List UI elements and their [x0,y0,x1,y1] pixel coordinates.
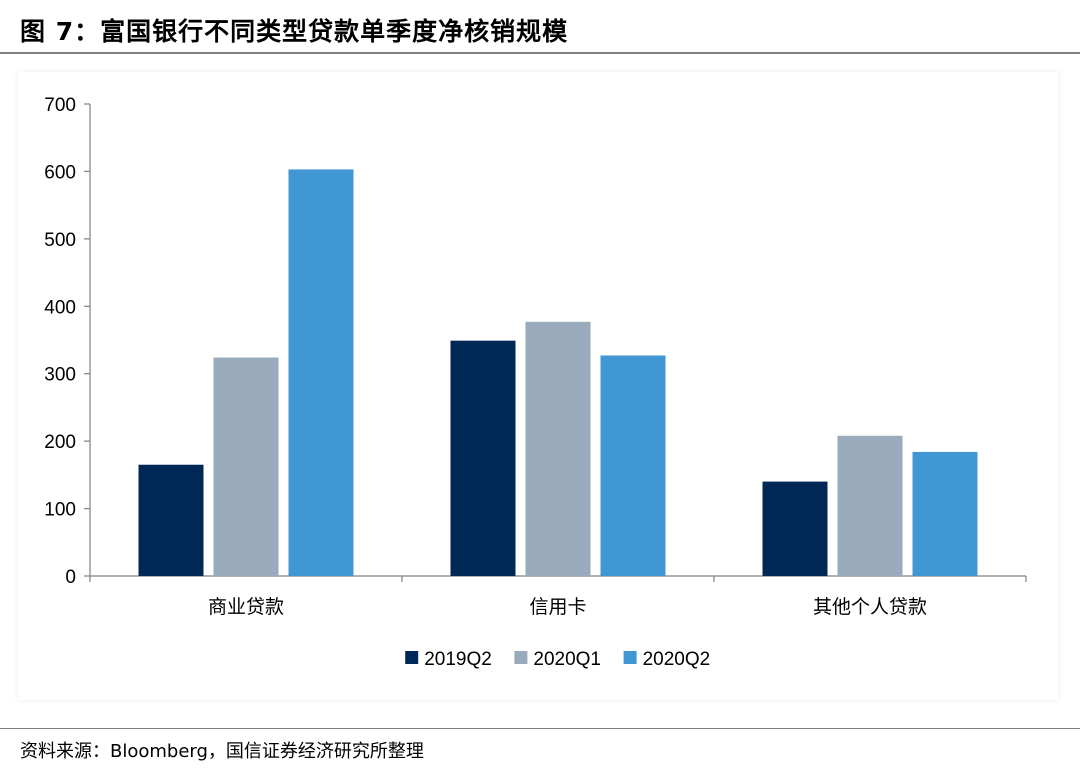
legend-label: 2019Q2 [424,649,492,670]
y-tick-label: 500 [44,230,76,251]
legend-label: 2020Q1 [533,649,601,670]
bar-chart: 0 100 200 300 400 500 600 700 商业贷款 信用卡 其他个人贷款 2019Q… [44,95,1027,670]
y-tick-label: 600 [44,162,76,183]
bar [837,435,903,576]
y-tick-label: 400 [44,297,76,318]
source-note: 资料来源：Bloomberg，国信证券经济研究所整理 [20,741,424,762]
y-tick-label: 100 [44,500,76,521]
y-tick-label: 300 [44,365,76,386]
x-tick-label: 信用卡 [529,596,586,618]
bar [762,481,828,576]
page-title: 图 7：富国银行不同类型贷款单季度净核销规模 [20,17,569,46]
legend-swatch [623,651,637,664]
bar [213,357,279,576]
y-tick-label: 200 [44,432,76,453]
bar [525,321,591,576]
x-tick-label: 其他个人贷款 [813,596,927,618]
legend-swatch [405,651,419,664]
bar [600,355,666,576]
bar [288,169,354,577]
legend-swatch [514,651,528,664]
bar [450,340,516,576]
title-divider [0,52,1080,54]
title-bar: 图 7：富国银行不同类型贷款单季度净核销规模 [0,0,1080,52]
y-tick-label: 700 [44,95,76,116]
x-tick-label: 商业贷款 [208,596,284,618]
y-tick-label: 0 [65,567,76,588]
bar [912,451,978,576]
bar [138,464,204,576]
legend-label: 2020Q2 [643,649,711,670]
footer-divider [0,728,1080,729]
